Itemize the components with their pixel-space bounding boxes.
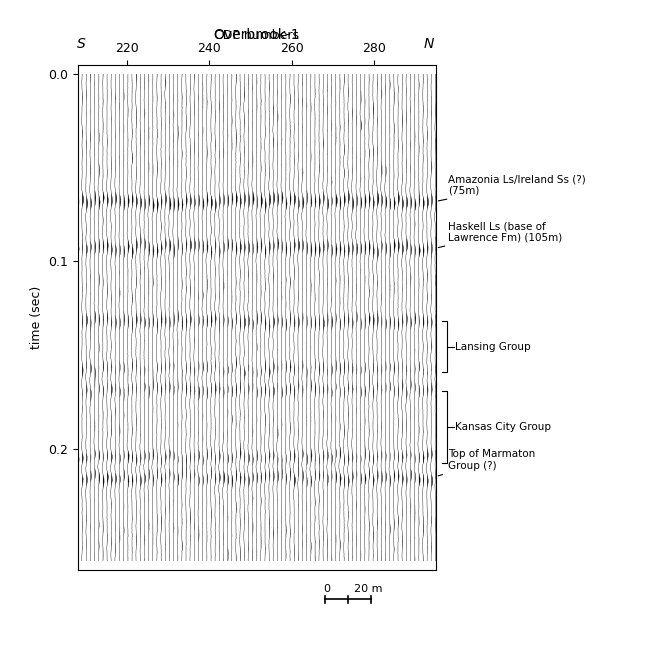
Text: Kansas City Group: Kansas City Group: [455, 422, 551, 432]
X-axis label: CDP numbers: CDP numbers: [214, 29, 299, 42]
Text: 20 m: 20 m: [354, 584, 382, 594]
Text: N: N: [424, 36, 434, 51]
Text: 0: 0: [323, 584, 330, 594]
Text: Haskell Ls (base of
Lawrence Fm) (105m): Haskell Ls (base of Lawrence Fm) (105m): [438, 221, 562, 248]
Text: Lansing Group: Lansing Group: [455, 341, 530, 352]
Text: Top of Marmaton
Group (?): Top of Marmaton Group (?): [438, 450, 535, 476]
Text: S: S: [77, 36, 86, 51]
Text: Overbrook-1: Overbrook-1: [213, 28, 300, 42]
Text: Amazonia Ls/Ireland Ss (?)
(75m): Amazonia Ls/Ireland Ss (?) (75m): [438, 174, 586, 201]
Y-axis label: time (sec): time (sec): [30, 286, 43, 349]
